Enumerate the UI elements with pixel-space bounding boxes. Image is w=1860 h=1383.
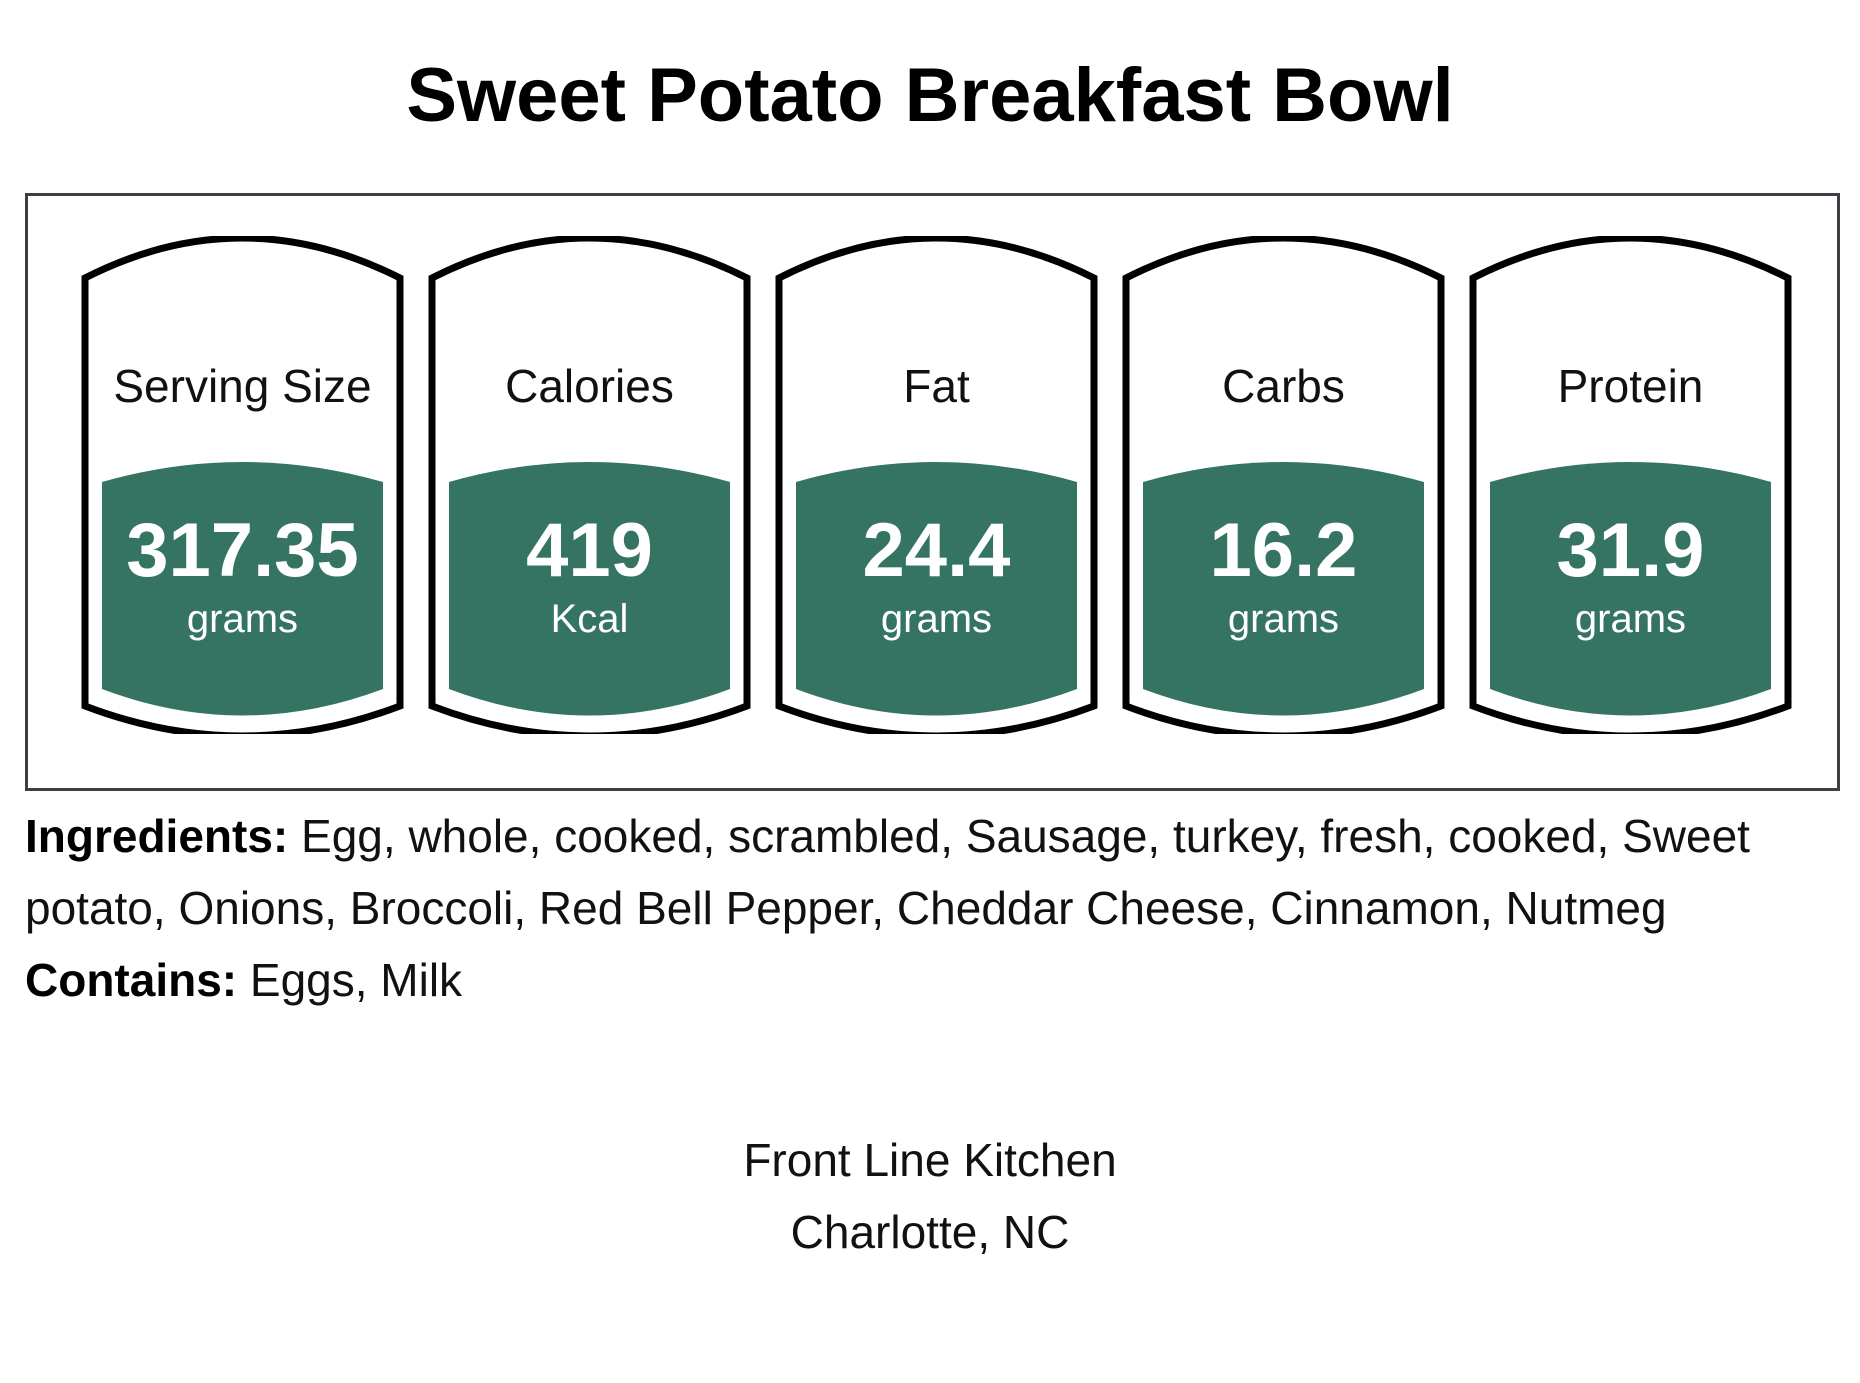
nutrition-panel: Serving Size 317.35 grams Calories 419 K… [25, 193, 1840, 791]
card-unit: grams [186, 597, 299, 641]
ingredients-section: Ingredients: Egg, whole, cooked, scrambl… [25, 800, 1825, 1016]
card-label: Calories [505, 360, 674, 412]
card-unit: Kcal [550, 597, 629, 641]
ingredients-text: Egg, whole, cooked, scrambled, Sausage, … [25, 810, 1750, 934]
footer-location: Charlotte, NC [790, 1206, 1070, 1258]
ingredients-paragraph: Ingredients: Egg, whole, cooked, scrambl… [25, 800, 1825, 944]
card-outline-shape [428, 236, 751, 734]
card-unit: grams [1227, 597, 1340, 641]
card-outline-shape [775, 236, 1098, 734]
card-outline-shape [1122, 236, 1445, 734]
footer: Front Line Kitchen Charlotte, NC [0, 1124, 1860, 1268]
card-value: 24.4 [862, 508, 1011, 593]
card-label: Protein [1557, 360, 1704, 412]
card-unit: grams [880, 597, 993, 641]
card-outline-shape [1469, 236, 1792, 734]
nutrition-card-fat: Fat 24.4 grams [774, 236, 1099, 734]
ingredients-heading: Ingredients: [25, 810, 289, 862]
card-outline-shape [81, 236, 404, 734]
nutrition-card-protein: Protein 31.9 grams [1468, 236, 1793, 734]
card-label: Carbs [1222, 360, 1345, 412]
card-value: 317.35 [126, 508, 359, 593]
card-value: 31.9 [1556, 508, 1705, 593]
card-label: Serving Size [113, 360, 372, 412]
card-unit: grams [1574, 597, 1687, 641]
nutrition-card-carbs: Carbs 16.2 grams [1121, 236, 1446, 734]
page-title: Sweet Potato Breakfast Bowl [406, 53, 1454, 138]
card-value: 419 [526, 508, 653, 593]
contains-heading: Contains: [25, 954, 238, 1006]
nutrition-card-calories: Calories 419 Kcal [427, 236, 752, 734]
footer-kitchen-name: Front Line Kitchen [743, 1134, 1117, 1186]
nutrition-card-serving-size: Serving Size 317.35 grams [80, 236, 405, 734]
card-value: 16.2 [1209, 508, 1358, 593]
card-label: Fat [903, 360, 970, 412]
contains-text: Eggs, Milk [249, 954, 463, 1006]
contains-paragraph: Contains: Eggs, Milk [25, 944, 1825, 1016]
